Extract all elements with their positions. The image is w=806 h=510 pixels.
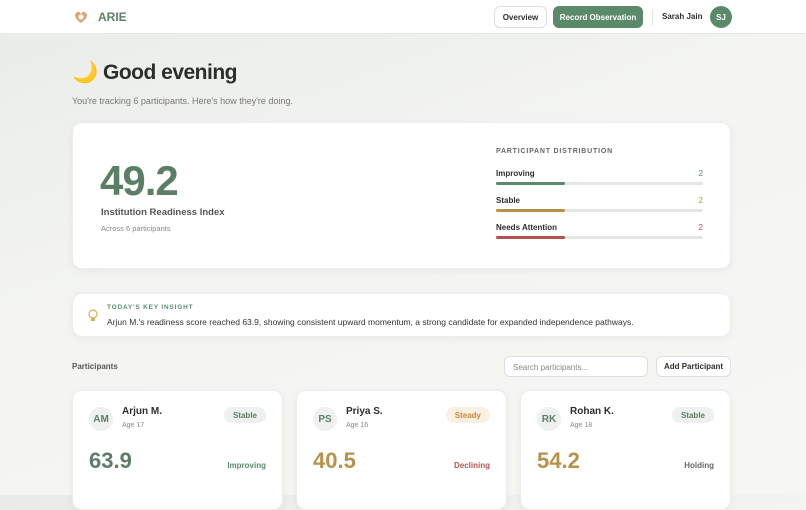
distribution-label: Stable xyxy=(496,196,521,205)
subtitle: You're tracking 6 participants. Here's h… xyxy=(72,96,293,106)
participant-card[interactable]: PS Priya S. Age 16 Steady 40.5 Declining xyxy=(296,390,507,510)
distribution-bar xyxy=(496,209,565,212)
score: 63.9 xyxy=(89,448,132,473)
search-input[interactable]: Search participants... xyxy=(504,356,648,377)
score: 40.5 xyxy=(313,448,356,473)
section-title: Participants xyxy=(72,362,118,371)
participant-name: Arjun M. xyxy=(122,406,162,417)
participant-name: Rohan K. xyxy=(570,406,614,417)
greeting: 🌙 Good evening xyxy=(72,61,238,84)
distribution-track xyxy=(496,209,703,212)
distribution-track xyxy=(496,182,703,185)
status-badge: Steady xyxy=(445,407,490,423)
participant-name: Priya S. xyxy=(346,406,383,417)
distribution-count: 2 xyxy=(698,196,703,205)
nav-button[interactable]: Record Observation xyxy=(553,6,643,28)
avatar: RK xyxy=(537,407,561,431)
participant-age: Age 18 xyxy=(570,422,593,429)
trend: Declining xyxy=(453,461,490,470)
insight-text: Arjun M.'s readiness score reached 63.9,… xyxy=(107,317,634,327)
distribution-bar xyxy=(496,182,565,185)
avatar[interactable]: SJ xyxy=(710,6,732,28)
distribution-track xyxy=(496,236,703,239)
distribution-title: PARTICIPANT DISTRIBUTION xyxy=(496,148,613,155)
divider xyxy=(652,9,653,25)
insight-title: TODAY'S KEY INSIGHT xyxy=(107,304,194,311)
distribution-label: Improving xyxy=(496,169,535,178)
insight-card: TODAY'S KEY INSIGHT Arjun M.'s readiness… xyxy=(72,293,731,337)
score: 54.2 xyxy=(537,448,580,473)
participant-card[interactable]: AM Arjun M. Age 17 Stable 63.9 Improving xyxy=(72,390,283,510)
nav-button[interactable]: Overview xyxy=(494,6,547,28)
bulb-icon xyxy=(88,309,98,321)
header: ARIE Overview Record Observation Sarah J… xyxy=(0,0,806,34)
logo[interactable] xyxy=(73,9,89,25)
status-badge: Stable xyxy=(671,407,714,423)
trend: Improving xyxy=(227,461,266,470)
status-badge: Stable xyxy=(223,407,266,423)
distribution-label: Needs Attention xyxy=(496,223,558,232)
avatar: PS xyxy=(313,407,337,431)
brand[interactable]: ARIE xyxy=(98,10,127,24)
participant-age: Age 16 xyxy=(346,422,369,429)
user-name[interactable]: Sarah Jain xyxy=(662,12,703,21)
participant-age: Age 17 xyxy=(122,422,145,429)
distribution-bar xyxy=(496,236,565,239)
avatar: AM xyxy=(89,407,113,431)
distribution-count: 2 xyxy=(698,169,703,178)
trend: Holding xyxy=(684,461,714,470)
participant-card[interactable]: RK Rohan K. Age 18 Stable 54.2 Holding xyxy=(520,390,731,510)
distribution-count: 2 xyxy=(698,223,703,232)
add-button[interactable]: Add Participant xyxy=(656,356,731,377)
readiness-index: 49.2 xyxy=(100,157,179,204)
index-label: Institution Readiness Index xyxy=(101,207,225,218)
summary-card: 49.2 Institution Readiness Index Across … xyxy=(72,122,731,269)
caption: Across 6 participants xyxy=(101,224,171,233)
